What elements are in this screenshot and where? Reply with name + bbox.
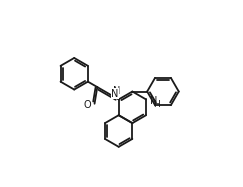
Text: H: H	[154, 100, 160, 109]
Text: N: N	[150, 96, 157, 106]
Text: O: O	[84, 100, 92, 110]
Text: N: N	[113, 86, 121, 96]
Text: N: N	[111, 89, 119, 99]
